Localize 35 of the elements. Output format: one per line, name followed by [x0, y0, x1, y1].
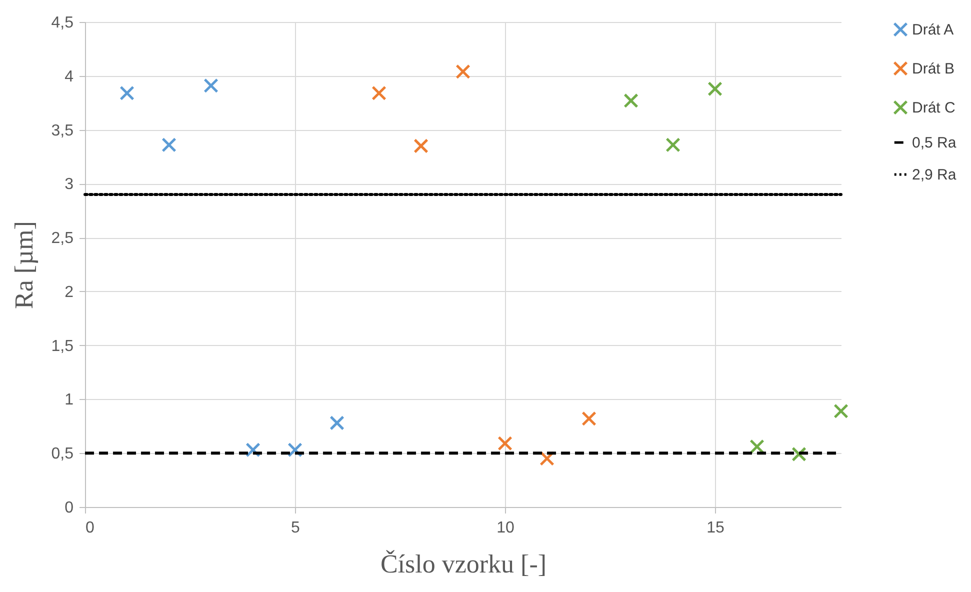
y-tick-label: 4	[64, 68, 74, 86]
legend-label: 2,9 Ra	[912, 166, 957, 184]
point	[708, 81, 722, 96]
y-tick-label: 1,5	[51, 338, 74, 355]
point	[162, 137, 176, 152]
point	[750, 439, 764, 454]
legend-label: 0,5 Ra	[912, 134, 957, 152]
x-tick-label: 10	[496, 520, 514, 536]
legend-label: Drát B	[912, 60, 955, 78]
point	[834, 404, 848, 418]
point	[372, 86, 386, 101]
point	[582, 411, 596, 426]
y-tick-label: 3	[64, 176, 74, 194]
x-tick-label: 15	[706, 520, 724, 536]
x-tick-label: 5	[291, 520, 300, 536]
point	[330, 416, 344, 430]
point	[666, 137, 680, 152]
x-axis-title: Číslo vzorku [-]	[380, 550, 547, 578]
point	[414, 138, 428, 154]
legend-label: Drát A	[912, 22, 954, 38]
x-tick-label: 0	[86, 520, 94, 536]
y-tick-label: 2	[64, 284, 74, 301]
point	[498, 436, 512, 451]
y-tick-label: 1	[64, 392, 74, 409]
point	[120, 86, 134, 101]
y-tick-label: 0,5	[51, 446, 74, 463]
y-tick-label: 4,5	[51, 14, 74, 32]
y-axis-title: Ra [µm]	[9, 221, 38, 309]
legend-label: Drát C	[912, 100, 956, 116]
point	[624, 93, 638, 108]
y-tick-label: 0	[64, 500, 74, 516]
y-tick-label: 2,5	[51, 230, 74, 248]
point	[204, 78, 218, 93]
y-tick-label: 3,5	[51, 122, 74, 140]
point	[456, 64, 470, 79]
